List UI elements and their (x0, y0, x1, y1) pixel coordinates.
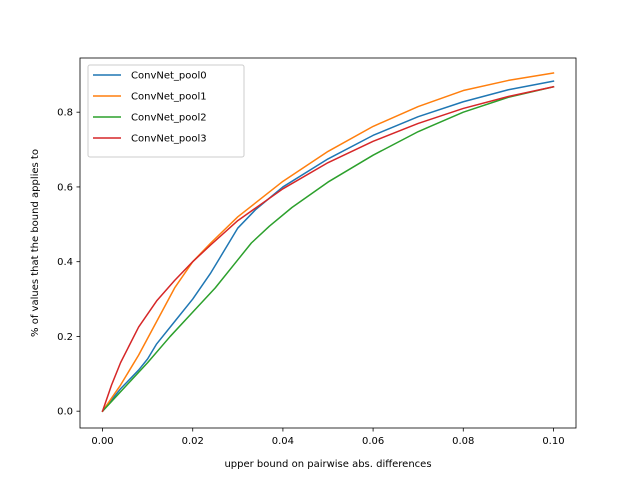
x-tick-label: 0.00 (91, 436, 113, 447)
y-tick-label: 0.6 (57, 182, 73, 193)
x-axis-label: upper bound on pairwise abs. differences (224, 459, 431, 470)
series-line-0 (101, 80, 555, 413)
legend: ConvNet_pool0 ConvNet_pool1 ConvNet_pool2 C… (87, 64, 245, 158)
legend-label: ConvNet_pool0 (131, 71, 207, 82)
x-tick-label: 0.04 (272, 436, 294, 447)
x-tick-label: 0.08 (452, 436, 474, 447)
x-tick-label: 0.02 (182, 436, 204, 447)
y-tick-label: 0.4 (57, 257, 73, 268)
series-line-2 (101, 85, 555, 413)
x-tick-label: 0.06 (362, 436, 384, 447)
legend-box (87, 64, 245, 158)
y-tick-label: 0.2 (57, 332, 73, 343)
x-tick-label: 0.10 (542, 436, 564, 447)
legend-label: ConvNet_pool1 (131, 92, 207, 103)
plot-frame (79, 57, 577, 429)
y-tick-label: 0.0 (57, 407, 73, 418)
series-line-1 (101, 72, 555, 413)
series-line-3 (101, 85, 555, 413)
y-axis-ticks: 0.0 0.2 0.4 0.6 0.8 (57, 108, 80, 418)
series-layer (101, 72, 555, 413)
x-axis-ticks: 0.00 0.02 0.04 0.06 0.08 0.10 (91, 428, 565, 447)
legend-label: ConvNet_pool3 (131, 134, 207, 145)
y-axis-label: % of values that the bound applies to (30, 149, 41, 337)
y-tick-label: 0.8 (57, 108, 73, 119)
legend-label: ConvNet_pool2 (131, 113, 207, 124)
